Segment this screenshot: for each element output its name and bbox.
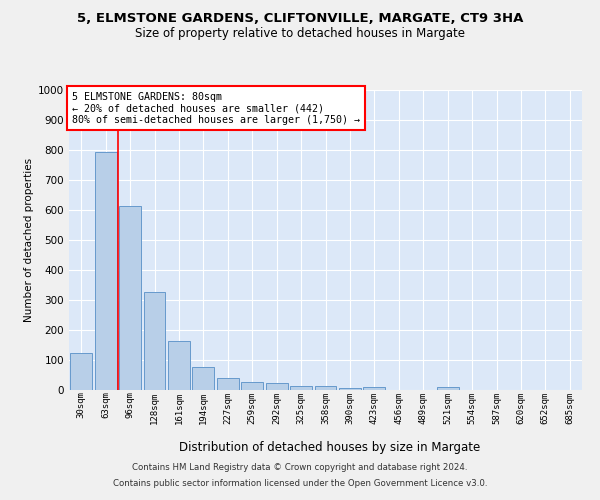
Text: Size of property relative to detached houses in Margate: Size of property relative to detached ho… [135, 28, 465, 40]
Bar [314, 386, 337, 390]
Bar [95, 152, 116, 390]
Bar [70, 352, 92, 390]
Bar [364, 387, 385, 390]
Text: Contains public sector information licensed under the Open Government Licence v3: Contains public sector information licen… [113, 478, 487, 488]
Text: 5 ELMSTONE GARDENS: 80sqm
← 20% of detached houses are smaller (442)
80% of semi: 5 ELMSTONE GARDENS: 80sqm ← 20% of detac… [71, 92, 359, 124]
Text: Contains HM Land Registry data © Crown copyright and database right 2024.: Contains HM Land Registry data © Crown c… [132, 464, 468, 472]
Bar [217, 378, 239, 390]
Text: 5, ELMSTONE GARDENS, CLIFTONVILLE, MARGATE, CT9 3HA: 5, ELMSTONE GARDENS, CLIFTONVILLE, MARGA… [77, 12, 523, 26]
Bar [143, 292, 166, 390]
Bar [290, 386, 312, 390]
Text: Distribution of detached houses by size in Margate: Distribution of detached houses by size … [179, 441, 481, 454]
Bar [168, 342, 190, 390]
Bar [241, 382, 263, 390]
Bar [266, 383, 287, 390]
Bar [437, 387, 458, 390]
Bar [119, 206, 141, 390]
Bar [339, 388, 361, 390]
Y-axis label: Number of detached properties: Number of detached properties [24, 158, 34, 322]
Bar [193, 366, 214, 390]
